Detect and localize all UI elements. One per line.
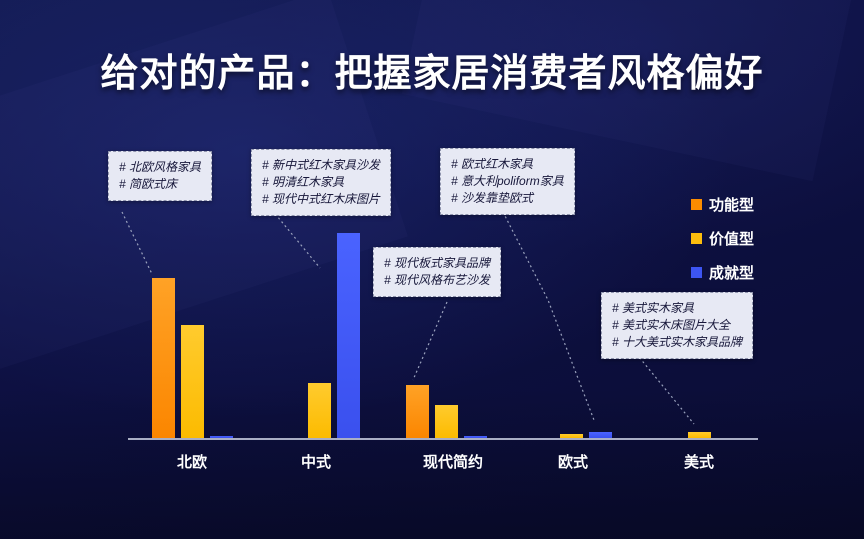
bar-成就型-北欧: [210, 436, 233, 438]
bar-成就型-欧式: [589, 432, 612, 438]
legend-label: 价值型: [709, 231, 755, 248]
x-axis-line: [128, 438, 758, 440]
category-label-美式: 美式: [683, 454, 715, 471]
legend-label: 功能型: [709, 197, 755, 214]
bar-价值型-北欧: [181, 325, 204, 438]
callout-line: # 欧式红木家具: [451, 157, 534, 171]
legend-label: 成就型: [709, 265, 755, 282]
bar-成就型-中式: [337, 233, 360, 438]
callout-line: # 现代板式家具品牌: [384, 256, 491, 270]
bar-价值型-美式: [688, 432, 711, 438]
legend-item-achievement: 成就型: [691, 262, 754, 283]
bar-成就型-现代简约: [464, 436, 487, 438]
callout-box-modern: # 现代板式家具品牌 # 现代风格布艺沙发: [373, 247, 502, 297]
bar-价值型-现代简约: [435, 405, 458, 438]
bar-功能型-北欧: [152, 278, 175, 438]
callout-line: # 十大美式实木家具品牌: [612, 335, 743, 349]
callout-box-american: # 美式实木家具 # 美式实木床图片大全 # 十大美式实木家具品牌: [601, 292, 754, 359]
legend-swatch-functional: [691, 199, 702, 210]
category-label-欧式: 欧式: [557, 454, 589, 471]
category-label-北欧: 北欧: [176, 454, 208, 471]
category-label-中式: 中式: [300, 454, 332, 471]
callout-line: # 现代风格布艺沙发: [384, 273, 491, 287]
callout-box-nordic: # 北欧风格家具 # 简欧式床: [108, 151, 213, 201]
callout-line: # 美式实木床图片大全: [612, 318, 731, 332]
callout-line: # 简欧式床: [119, 177, 178, 191]
callout-box-chinese: # 新中式红木家具沙发 # 明清红木家具 # 现代中式红木床图片: [251, 149, 392, 216]
callout-line: # 意大利poliform家具: [451, 174, 564, 188]
page-title: 给对的产品：把握家居消费者风格偏好: [100, 53, 764, 95]
callout-line: # 沙发靠垫欧式: [451, 191, 534, 205]
legend: 功能型 价值型 成就型: [691, 194, 754, 296]
callout-box-european: # 欧式红木家具 # 意大利poliform家具 # 沙发靠垫欧式: [440, 148, 575, 215]
bar-价值型-欧式: [560, 434, 583, 438]
legend-swatch-achievement: [691, 267, 702, 278]
callout-line: # 现代中式红木床图片: [262, 192, 381, 206]
legend-item-functional: 功能型: [691, 194, 754, 215]
bar-功能型-现代简约: [406, 385, 429, 438]
legend-swatch-value: [691, 233, 702, 244]
callout-line: # 北欧风格家具: [119, 160, 202, 174]
legend-item-value: 价值型: [691, 228, 754, 249]
callout-line: # 新中式红木家具沙发: [262, 158, 381, 172]
category-label-现代简约: 现代简约: [422, 454, 484, 471]
bar-价值型-中式: [308, 383, 331, 438]
callout-line: # 美式实木家具: [612, 301, 695, 315]
callout-line: # 明清红木家具: [262, 175, 345, 189]
